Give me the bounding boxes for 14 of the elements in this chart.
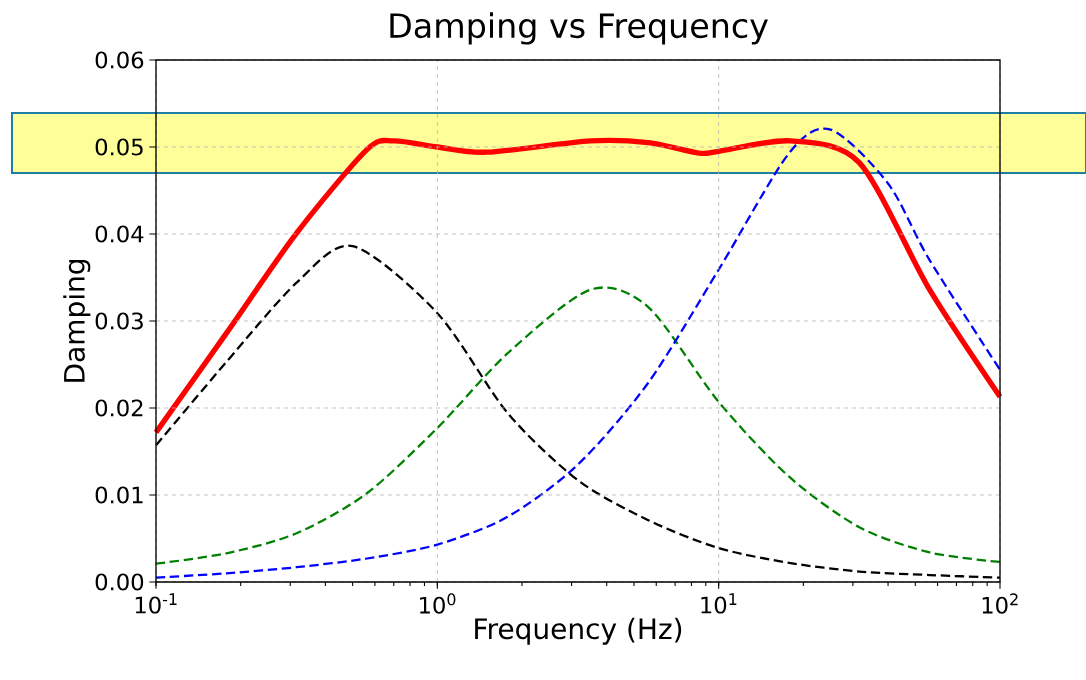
y-axis-title: Damping <box>63 259 91 382</box>
y-tick-label: 0.00 <box>95 573 144 591</box>
y-tick-label: 0.01 <box>95 486 143 504</box>
y-tick-label: 0.06 <box>95 51 144 69</box>
x-axis-title: Frequency (Hz) <box>475 617 682 645</box>
x-tick-label: 10$^{-1}$ <box>135 593 177 614</box>
chart-title: Damping vs Frequency <box>390 12 768 45</box>
y-tick-label: 0.05 <box>95 138 143 156</box>
y-tick-label: 0.03 <box>95 312 143 330</box>
y-tick-label: 0.04 <box>95 225 144 243</box>
x-tick-label: 10$^{2}$ <box>982 593 1018 614</box>
y-tick-label: 0.02 <box>95 399 143 417</box>
x-tick-label: 10$^{0}$ <box>420 593 456 614</box>
x-tick-label: 10$^{1}$ <box>701 593 737 614</box>
